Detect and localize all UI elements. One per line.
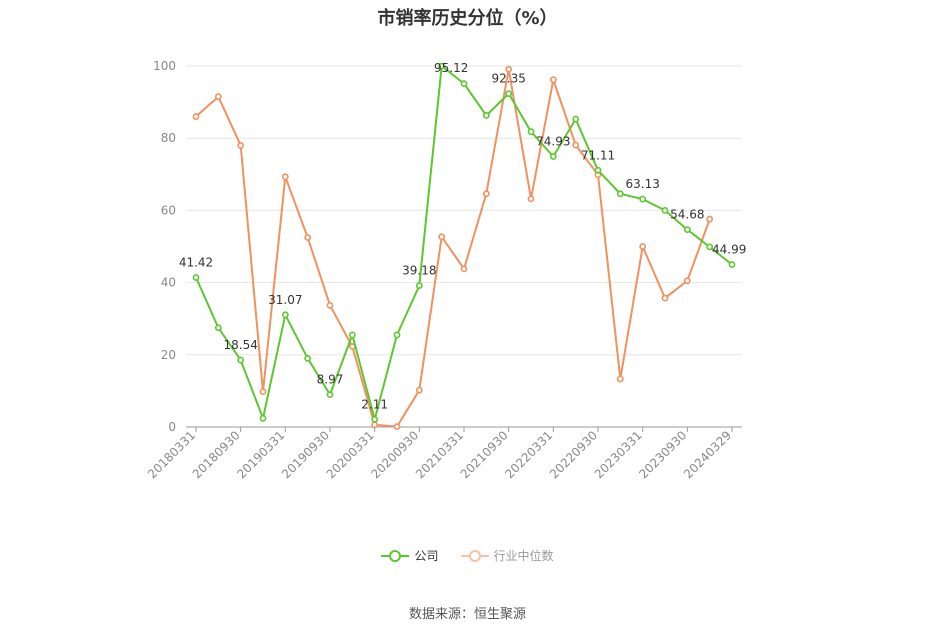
legend-item-industry[interactable]: 行业中位数 — [460, 547, 554, 564]
x-tick-label: 20200930 — [368, 428, 421, 481]
data-point-industry — [549, 76, 557, 84]
grid-lines — [186, 65, 742, 356]
legend-industry-label: 行业中位数 — [493, 549, 554, 563]
data-point-industry — [326, 301, 334, 309]
data-point-company — [237, 356, 245, 364]
data-point-industry — [661, 294, 669, 302]
data-point-company — [661, 206, 669, 214]
data-point-industry — [639, 243, 647, 250]
y-tick-label: 60 — [161, 203, 176, 217]
data-point-industry — [415, 386, 423, 394]
data-point-company — [616, 190, 624, 198]
data-point-company — [393, 331, 401, 339]
x-tick-label: 20200331 — [324, 428, 377, 481]
data-label: 8.97 — [317, 373, 344, 387]
data-point-industry — [482, 190, 490, 198]
data-label: 63.13 — [625, 177, 659, 191]
legend-industry-marker-icon — [460, 549, 489, 562]
data-point-company — [594, 166, 602, 174]
series-line-industry — [195, 68, 711, 428]
data-point-company — [371, 415, 379, 423]
data-label: 92.35 — [491, 72, 525, 86]
data-point-company — [214, 324, 222, 332]
x-tick-label: 20190930 — [279, 428, 332, 481]
data-label: 31.07 — [268, 293, 302, 307]
data-label: 54.68 — [670, 208, 704, 222]
data-label: 71.11 — [581, 148, 615, 162]
data-point-industry — [259, 388, 267, 396]
legend-company-label: 公司 — [414, 549, 439, 563]
data-labels: 41.42 18.54 31.07 8.97 2.11 39.18 95.12 92.35 74… — [179, 61, 747, 411]
series-lines — [192, 62, 736, 431]
data-point-industry — [237, 142, 245, 149]
y-tick-label: 100 — [153, 59, 176, 73]
x-tick-label: 20180930 — [190, 428, 243, 481]
data-point-industry — [616, 375, 624, 383]
data-point-industry — [281, 173, 289, 181]
y-tick-label: 80 — [161, 131, 176, 145]
data-point-industry — [706, 215, 714, 223]
data-point-company — [438, 62, 446, 70]
data-point-company — [192, 274, 200, 281]
data-point-company — [572, 115, 580, 123]
chart-title: 市销率历史分位（%） — [377, 8, 558, 29]
data-point-company — [527, 128, 535, 136]
data-point-company — [348, 331, 356, 339]
data-point-company — [683, 226, 691, 234]
y-tick-label: 40 — [161, 276, 176, 290]
legend-company-marker-icon — [381, 549, 410, 562]
x-tick-label: 20230930 — [636, 428, 689, 481]
data-point-company — [415, 282, 423, 289]
data-label: 74.93 — [536, 135, 570, 149]
data-point-industry — [505, 65, 513, 73]
data-label: 18.54 — [223, 338, 257, 352]
legend-item-company[interactable]: 公司 — [381, 547, 439, 564]
data-point-industry — [460, 265, 468, 273]
data-point-industry — [304, 234, 312, 241]
series-line-company — [195, 65, 733, 421]
data-point-industry — [438, 233, 446, 241]
source-note: 数据来源：恒生聚源 — [408, 607, 526, 622]
data-label: 39.18 — [402, 264, 436, 278]
data-point-company — [281, 311, 289, 319]
data-point-company — [639, 195, 647, 203]
data-point-company — [460, 80, 468, 88]
data-point-industry — [371, 421, 379, 429]
data-point-industry — [683, 277, 691, 285]
data-point-company — [304, 355, 312, 362]
data-point-company — [482, 112, 490, 119]
data-point-company — [549, 153, 557, 160]
data-point-industry — [192, 113, 200, 120]
data-point-industry — [214, 93, 222, 101]
x-tick-label: 20220930 — [547, 428, 600, 481]
x-tick-label: 20220331 — [502, 428, 555, 481]
y-tick-label: 0 — [168, 420, 176, 434]
x-tick-label: 20180331 — [145, 428, 198, 481]
data-point-industry — [527, 195, 535, 203]
data-label: 2.11 — [361, 397, 388, 411]
data-point-industry — [393, 423, 401, 431]
data-label: 41.42 — [179, 255, 213, 269]
x-tick-label: 20210930 — [458, 428, 511, 481]
data-point-company — [728, 261, 736, 268]
data-label: 95.12 — [434, 61, 468, 75]
x-tick-label: 20230331 — [592, 428, 645, 481]
x-tick-label: 20210331 — [413, 428, 466, 481]
y-tick-label: 20 — [161, 348, 176, 362]
data-label: 44.99 — [712, 243, 746, 257]
x-tick-label: 20240329 — [681, 428, 734, 481]
data-point-company — [259, 414, 267, 422]
data-point-company — [326, 391, 334, 399]
data-point-company — [706, 243, 714, 251]
data-point-industry — [572, 141, 580, 149]
legend: 公司 行业中位数 — [0, 547, 935, 564]
data-point-company — [505, 90, 513, 98]
x-tick-label: 20190331 — [234, 428, 287, 481]
